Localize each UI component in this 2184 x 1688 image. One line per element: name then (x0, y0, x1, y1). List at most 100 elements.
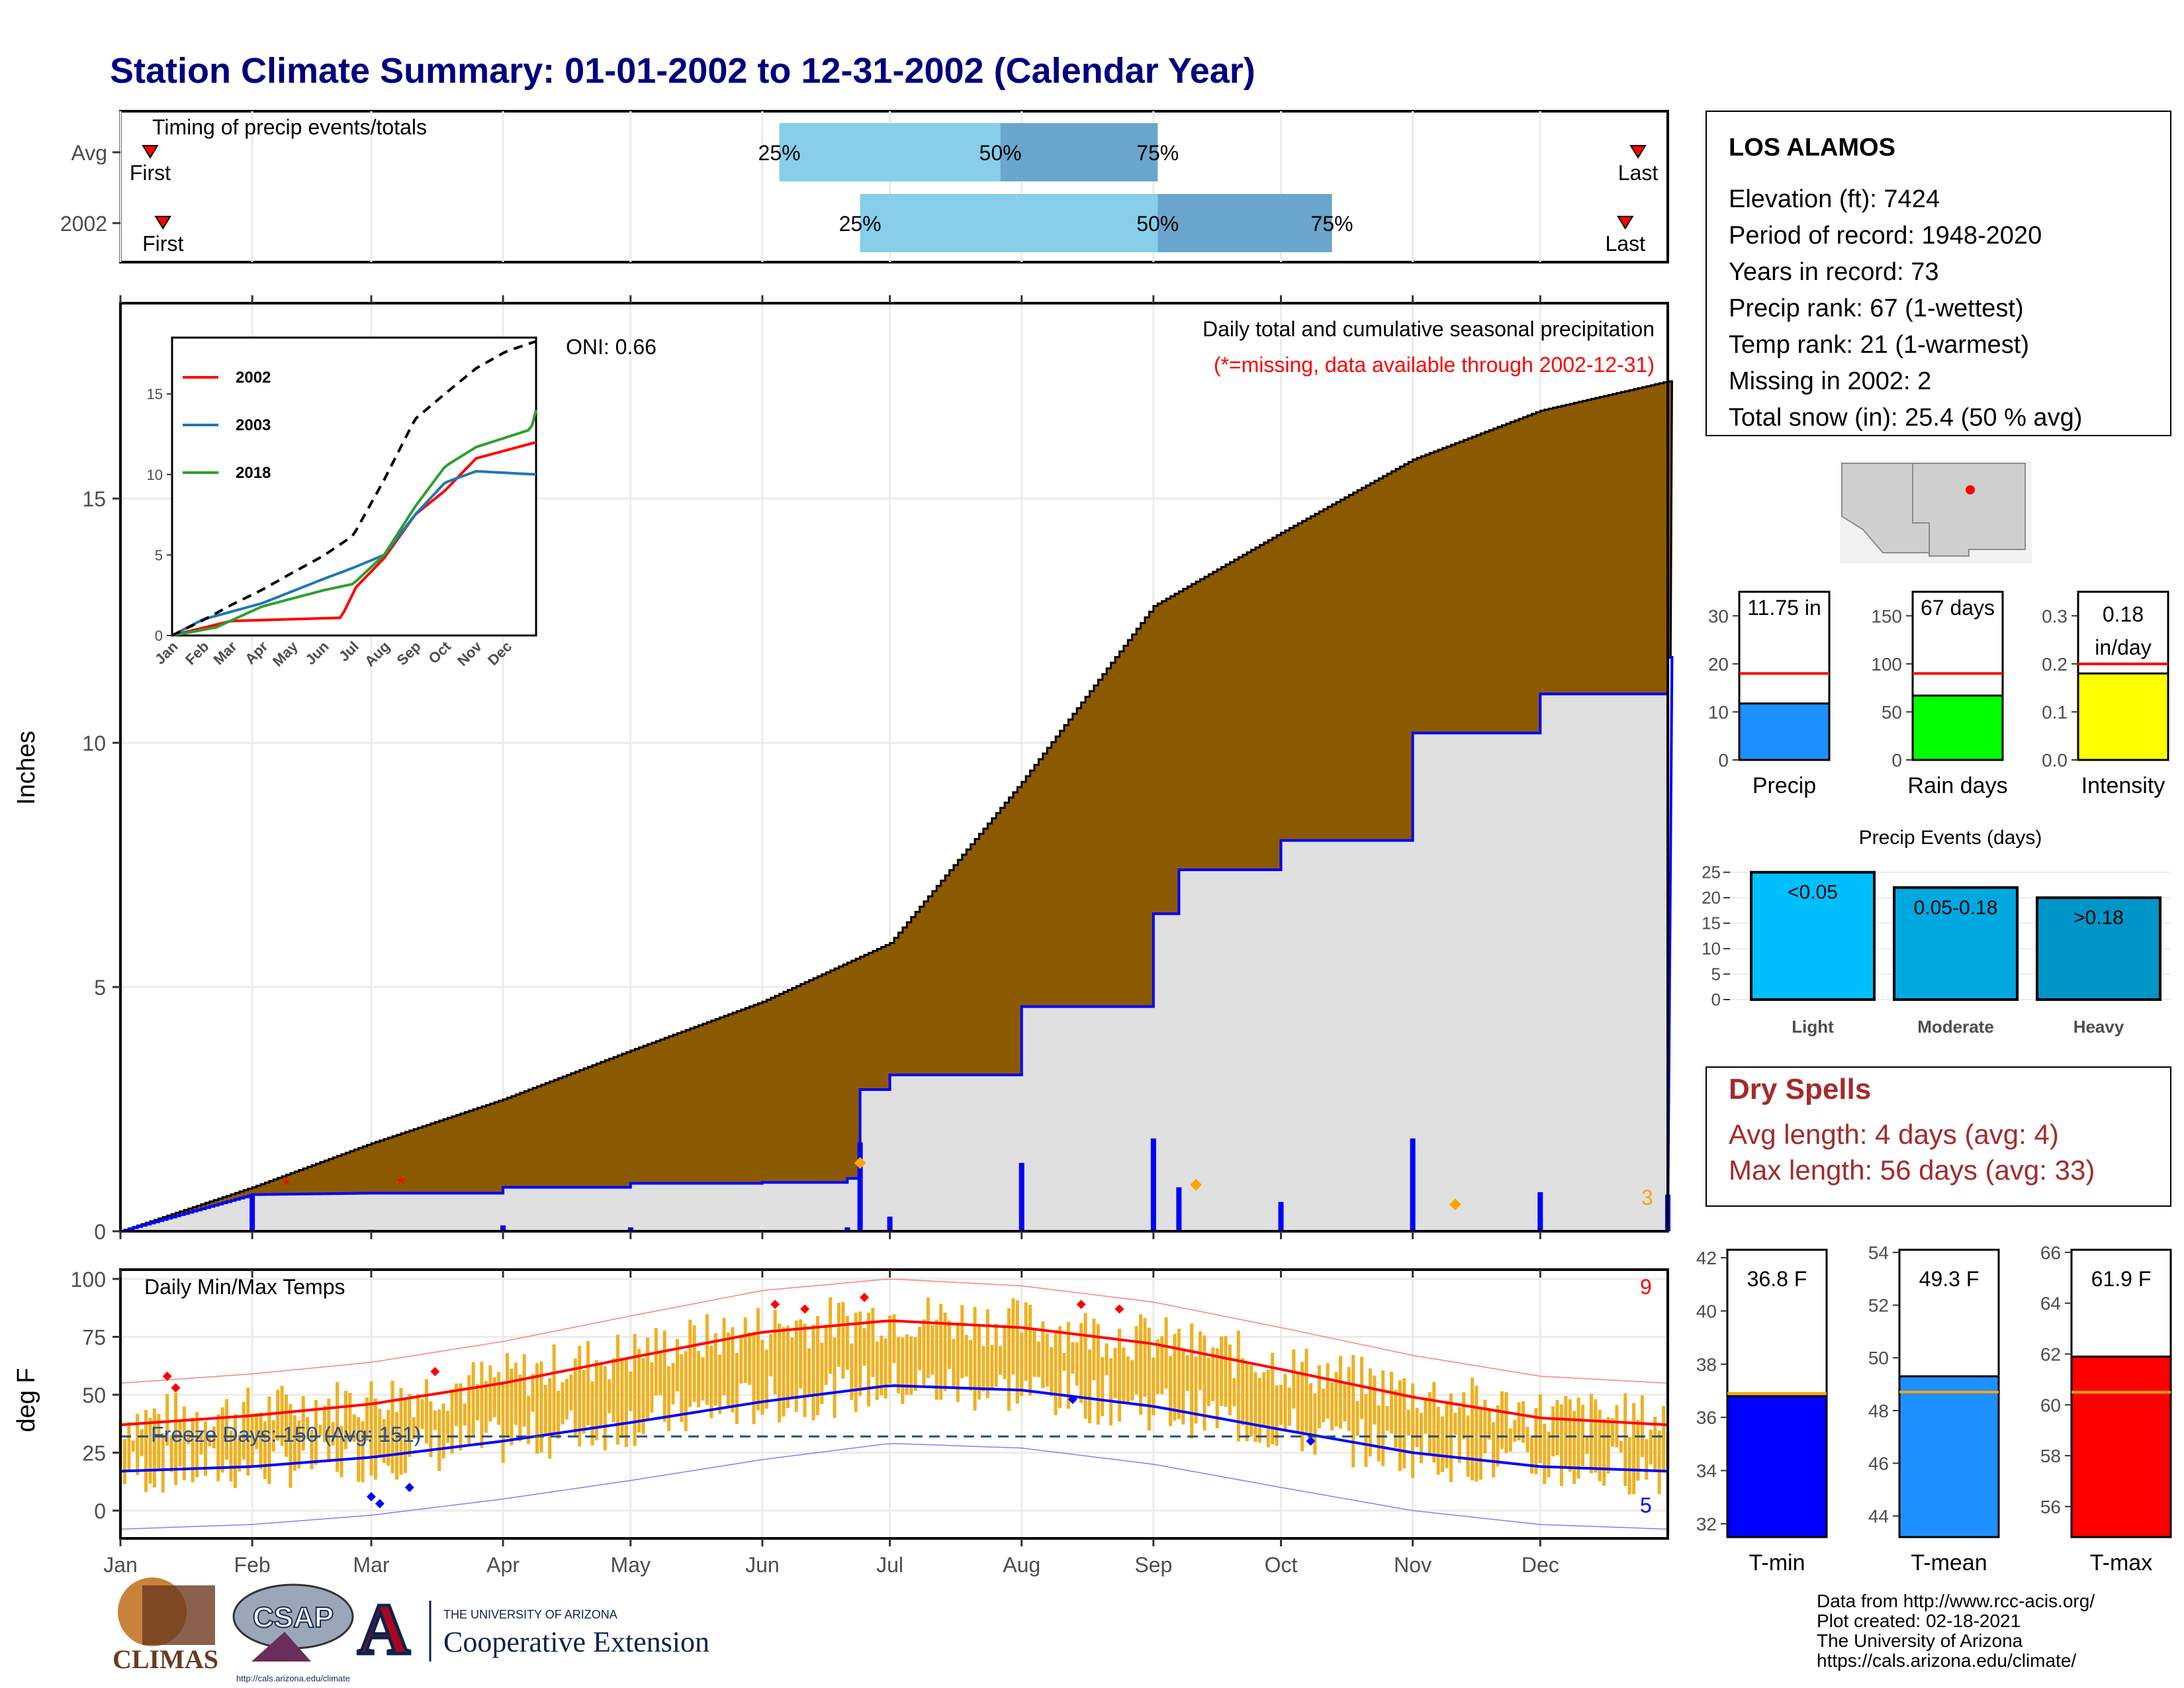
cumulative-observed-area (120, 655, 1674, 1233)
temp-day-bar (1283, 1374, 1287, 1430)
daily-precip-bar (500, 1225, 506, 1231)
csap-logo-text: CSAP (253, 1601, 334, 1634)
gauge-bar (1738, 702, 1831, 761)
temp-day-bar (952, 1338, 956, 1388)
temp-day-bar (1343, 1383, 1347, 1422)
temp-day-bar (518, 1374, 522, 1442)
temp-y-tick-label: 50 (82, 1383, 106, 1407)
temp-day-bar (238, 1434, 242, 1472)
temp-day-bar (752, 1331, 756, 1425)
gauge-y-tick-label: 0.0 (2042, 750, 2068, 771)
temp-day-bar (718, 1354, 722, 1415)
month-tick-label: Jun (745, 1553, 780, 1577)
gauge-y-tick-label: 46 (1868, 1454, 1889, 1474)
oni-value: ONI: 0.66 (566, 335, 657, 359)
temp-day-bar (1517, 1402, 1521, 1441)
gauge-category-label: T-mean (1911, 1550, 1987, 1575)
timing-label: Timing of precip events/totals (152, 115, 427, 139)
temp-day-bar (667, 1366, 671, 1432)
temp-day-bar (964, 1335, 968, 1377)
temp-day-bar (187, 1431, 191, 1444)
temp-day-bar (735, 1353, 739, 1425)
precip-y-label: Inches (13, 731, 40, 805)
record-low-marker (375, 1499, 385, 1509)
temp-day-bar (999, 1346, 1003, 1375)
dry-spells-box: Dry Spells Avg length: 4 days (avg: 4) M… (1706, 1066, 2171, 1207)
temp-day-bar (1500, 1391, 1504, 1449)
temp-day-bar (318, 1425, 322, 1436)
temp-day-bar (1228, 1344, 1232, 1416)
temp-day-bar (1071, 1342, 1075, 1374)
temp-day-bar (1525, 1427, 1529, 1452)
temp-day-bar (1241, 1358, 1245, 1426)
temp-day-bar (420, 1399, 424, 1429)
temp-day-bar (1015, 1300, 1019, 1404)
temp-day-bar (624, 1359, 628, 1447)
temp-day-bar (378, 1409, 382, 1457)
temp-day-bar (1428, 1391, 1432, 1454)
events-category-label: Moderate (1917, 1017, 1994, 1037)
temp-day-bar (343, 1391, 347, 1450)
temp-day-bar (1177, 1329, 1181, 1419)
daily-precip-bar (627, 1227, 633, 1231)
temp-day-bar (845, 1315, 849, 1370)
temp-day-bar (387, 1410, 390, 1466)
temp-day-bar (1109, 1358, 1113, 1426)
temp-day-bar (1032, 1330, 1036, 1377)
daily-precip-bar (1019, 1162, 1024, 1231)
temp-day-bar (1275, 1385, 1279, 1446)
temp-day-bar (1134, 1326, 1138, 1395)
temp-day-bar (977, 1325, 981, 1400)
temp-day-bar (1024, 1302, 1028, 1382)
temp-day-bar (608, 1379, 612, 1414)
gauge-y-tick-label: 0.2 (2042, 654, 2068, 675)
temp-day-bar (641, 1358, 645, 1434)
timing-panel: Timing of precip events/totals Avg 25% 50%… (60, 110, 1669, 263)
record-high-marker (430, 1367, 440, 1376)
temp-day-bar (824, 1325, 828, 1385)
temp-day-bar (348, 1393, 352, 1440)
footer-credit-line: Data from http://www.rcc-acis.org/ (1817, 1591, 2095, 1611)
timing-first-marker (154, 216, 172, 230)
temp-day-bar (446, 1411, 450, 1443)
temp-day-bar (1308, 1383, 1312, 1436)
temp-day-bar (1092, 1319, 1096, 1381)
timing-row-label: 2002 (60, 212, 107, 236)
temp-day-bar (310, 1430, 314, 1470)
temp-day-bar (799, 1319, 803, 1389)
uofa-logo: A THE UNIVERSITY OF ARIZONA Cooperative … (356, 1587, 709, 1671)
temp-day-bar (471, 1362, 475, 1436)
timing-last-label: Last (1618, 161, 1659, 185)
gauge-y-tick-label: 42 (1696, 1248, 1717, 1268)
temp-day-bar (543, 1385, 547, 1434)
inset-y-tick-label: 0 (155, 628, 163, 644)
temp-day-bar (1529, 1435, 1533, 1474)
temp-day-bar (1262, 1372, 1266, 1427)
avg-min-line (120, 1384, 1668, 1473)
temp-day-bar (1130, 1360, 1134, 1401)
temp-day-bar (1615, 1405, 1619, 1448)
temp-day-bar (1245, 1363, 1249, 1442)
temp-day-bar (671, 1363, 675, 1405)
temp-day-bar (654, 1328, 658, 1396)
events-y-tick-label: 15 (1702, 914, 1721, 933)
timing-p75-label: 75% (1311, 212, 1353, 236)
temp-day-bar (1385, 1405, 1389, 1431)
temp-day-bar (1479, 1407, 1482, 1480)
temp-day-bar (1003, 1325, 1007, 1380)
month-tick-label: Jul (876, 1553, 903, 1577)
temp-day-bar (1475, 1385, 1479, 1482)
gauge-category-label: Precip (1752, 773, 1816, 798)
temp-day-bar (892, 1314, 896, 1364)
temp-day-bar (764, 1349, 768, 1409)
temp-day-bar (1377, 1405, 1381, 1462)
timing-q2-bar (1158, 194, 1332, 252)
temp-day-bar (1547, 1431, 1551, 1477)
temp-day-bar (1406, 1409, 1410, 1436)
temp-day-bar (361, 1421, 365, 1483)
temp-day-bar (990, 1344, 994, 1389)
footer: CLIMAS CSAP http://cals.arizona.edu/clim… (113, 1577, 2095, 1683)
temp-day-bar (586, 1340, 590, 1426)
timing-first-label: First (142, 232, 183, 256)
